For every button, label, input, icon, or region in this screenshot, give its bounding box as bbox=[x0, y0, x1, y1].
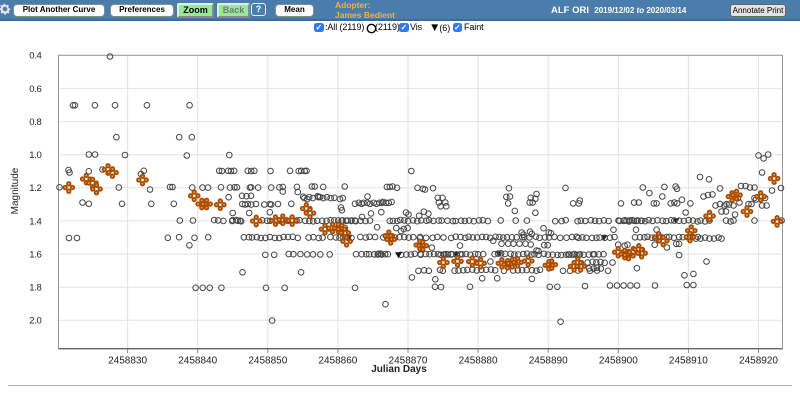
svg-text:Julian Days: Julian Days bbox=[371, 364, 427, 375]
svg-text:1.4: 1.4 bbox=[29, 216, 41, 227]
svg-text:2458860: 2458860 bbox=[318, 356, 357, 367]
svg-text:2458870: 2458870 bbox=[389, 356, 428, 367]
svg-text:2458920: 2458920 bbox=[739, 356, 778, 367]
svg-text:2458830: 2458830 bbox=[108, 356, 147, 367]
svg-text:0.6: 0.6 bbox=[29, 84, 41, 95]
svg-text:2458890: 2458890 bbox=[529, 356, 568, 367]
svg-text:2458850: 2458850 bbox=[248, 356, 287, 367]
svg-text:1.8: 1.8 bbox=[29, 283, 41, 294]
svg-text:Magnitude: Magnitude bbox=[10, 167, 21, 214]
svg-text:2.0: 2.0 bbox=[29, 316, 41, 327]
svg-text:1.6: 1.6 bbox=[29, 250, 41, 261]
svg-text:1.2: 1.2 bbox=[29, 183, 41, 194]
svg-text:1.0: 1.0 bbox=[29, 150, 41, 161]
svg-text:2458900: 2458900 bbox=[599, 356, 638, 367]
svg-text:2458910: 2458910 bbox=[669, 356, 708, 367]
svg-text:2458880: 2458880 bbox=[459, 356, 498, 367]
svg-text:0.4: 0.4 bbox=[29, 51, 41, 62]
svg-text:0.8: 0.8 bbox=[29, 117, 41, 128]
svg-text:2458840: 2458840 bbox=[178, 356, 217, 367]
